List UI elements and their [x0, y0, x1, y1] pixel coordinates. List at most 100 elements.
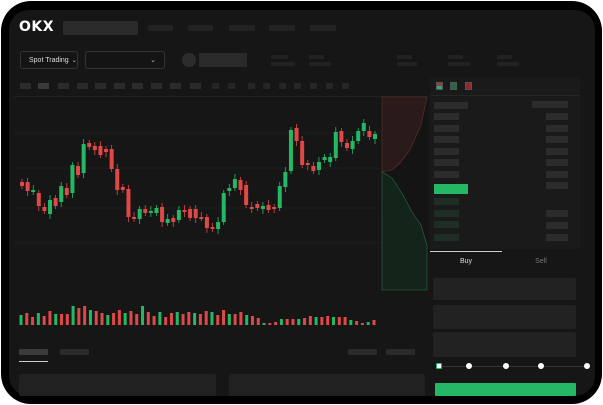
candle-body: [266, 205, 271, 210]
volume-bar: [88, 310, 92, 325]
volume-bar: [227, 314, 231, 325]
nav-item[interactable]: [188, 25, 213, 31]
stat-value: [397, 62, 417, 66]
volume-bar: [48, 311, 52, 325]
candle-body: [31, 190, 36, 192]
tab-open-orders[interactable]: [19, 349, 48, 355]
candle-body: [53, 198, 58, 206]
nav-item[interactable]: [229, 25, 255, 31]
filter-button[interactable]: [386, 349, 415, 355]
candle-body: [126, 189, 131, 217]
drawing-tool-icon[interactable]: [263, 83, 270, 89]
candle-body: [204, 217, 209, 228]
orderbook-divider: [430, 95, 580, 96]
timeframe-button[interactable]: [95, 83, 106, 89]
timeframe-button[interactable]: [170, 83, 181, 89]
amount-input[interactable]: [433, 305, 576, 329]
volume-bar: [193, 313, 197, 325]
volume-bar: [129, 311, 133, 325]
price-input[interactable]: [433, 278, 576, 300]
bid-price: [434, 234, 459, 241]
volume-bar: [308, 316, 312, 325]
volume-bar: [135, 314, 139, 325]
tab-order-history[interactable]: [60, 349, 89, 355]
toolbar-divider: [14, 96, 428, 97]
slider-step-dot[interactable]: [584, 363, 590, 369]
nav-item[interactable]: [310, 25, 336, 31]
volume-bar: [31, 317, 35, 325]
candle-body: [92, 146, 97, 150]
volume-bar: [19, 315, 23, 325]
drawing-tool-icon[interactable]: [279, 83, 286, 89]
drawing-tool-icon[interactable]: [294, 83, 301, 89]
total-input[interactable]: [433, 332, 576, 357]
filter-button[interactable]: [348, 349, 377, 355]
candle-body: [193, 209, 198, 218]
volume-bar: [71, 306, 75, 325]
depth-asks: [381, 96, 428, 173]
volume-bar: [250, 316, 254, 325]
candle-body: [148, 211, 153, 213]
chevron-down-icon: ⌄: [71, 57, 77, 64]
search-bar[interactable]: [63, 21, 138, 35]
orderbook-asks-icon[interactable]: [465, 82, 472, 90]
volume-bar: [268, 323, 272, 325]
okx-logo[interactable]: OKX: [19, 19, 55, 35]
candle-body: [176, 210, 181, 220]
timeframe-button[interactable]: [151, 83, 162, 89]
candle-body: [188, 209, 193, 218]
candle-body: [305, 163, 310, 165]
drawing-tool-icon[interactable]: [228, 83, 235, 89]
candle-body: [160, 207, 165, 222]
candle-body: [120, 187, 125, 190]
drawing-tool-icon[interactable]: [326, 83, 333, 89]
volume-bar: [181, 314, 185, 325]
candle-body: [70, 165, 75, 193]
buy-button[interactable]: [435, 383, 576, 396]
volume-bar: [326, 316, 330, 325]
volume-bar: [297, 319, 301, 325]
slider-step-dot[interactable]: [538, 363, 544, 369]
amount-slider-track[interactable]: [438, 366, 587, 367]
orderbook-bids-icon[interactable]: [450, 82, 457, 90]
timeframe-button[interactable]: [20, 83, 31, 89]
volume-bar: [337, 317, 341, 325]
volume-bar: [152, 316, 156, 325]
volume-bar: [204, 311, 208, 325]
timeframe-button[interactable]: [190, 83, 201, 89]
candle-body: [316, 162, 321, 170]
volume-bar: [349, 320, 353, 325]
buy-tab[interactable]: Buy: [459, 258, 473, 265]
timeframe-button[interactable]: [58, 83, 69, 89]
candle-body: [344, 143, 349, 148]
volume-bar: [279, 319, 283, 325]
timeframe-button[interactable]: [132, 83, 143, 89]
slider-step-dot[interactable]: [466, 363, 472, 369]
candle-body: [87, 143, 92, 147]
nav-item[interactable]: [148, 25, 173, 31]
candle-body: [98, 146, 103, 155]
volume-bar: [158, 312, 162, 325]
candle-body: [143, 209, 148, 213]
drawing-tool-icon[interactable]: [248, 83, 255, 89]
drawing-tool-icon[interactable]: [212, 83, 219, 89]
timeframe-button[interactable]: [38, 83, 49, 89]
orderbook-both-icon[interactable]: [436, 82, 443, 90]
volume-bar: [94, 311, 98, 325]
sell-tab[interactable]: Sell: [535, 258, 547, 265]
drawing-tool-icon[interactable]: [310, 83, 317, 89]
candle-body: [64, 188, 69, 195]
timeframe-button[interactable]: [77, 83, 88, 89]
nav-item[interactable]: [269, 25, 295, 31]
ask-size: [546, 136, 568, 143]
candle-body: [238, 180, 243, 190]
timeframe-button[interactable]: [114, 83, 125, 89]
candle-body: [221, 193, 226, 222]
spot-trading-dropdown[interactable]: Spot Trading ⌄: [20, 51, 78, 69]
drawing-tool-icon[interactable]: [342, 83, 349, 89]
pair-dropdown[interactable]: ⌄: [85, 51, 165, 69]
slider-step-dot[interactable]: [436, 363, 442, 369]
slider-step-dot[interactable]: [503, 363, 509, 369]
candle-body: [59, 186, 64, 202]
